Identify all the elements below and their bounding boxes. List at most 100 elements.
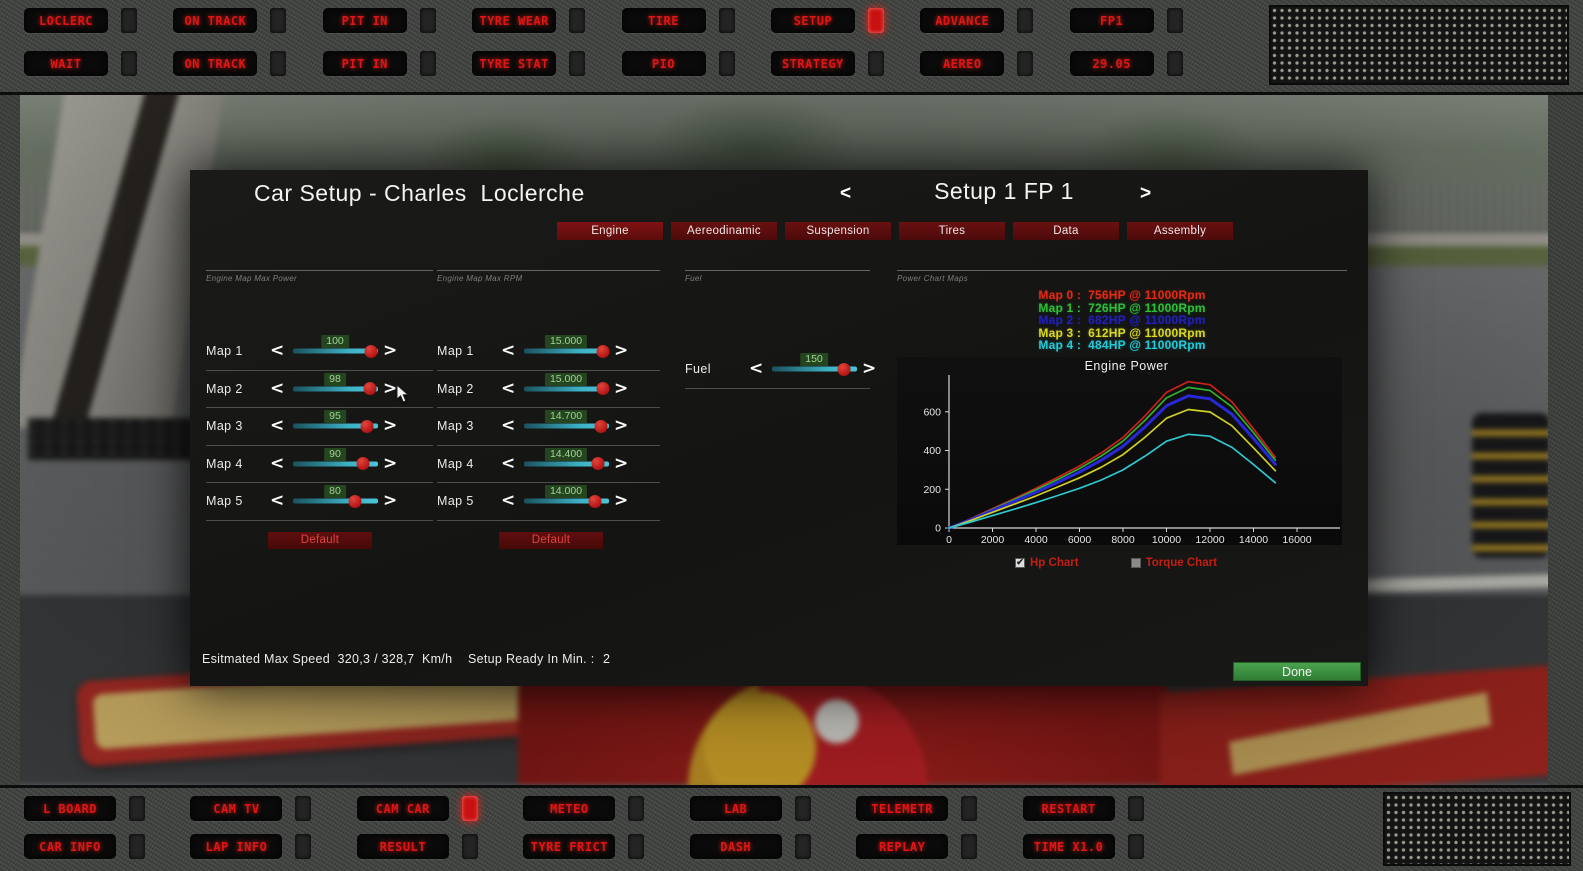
rpm-default-button[interactable]: Default	[499, 531, 603, 549]
slider-track[interactable]	[772, 362, 857, 376]
slider-increase-arrow[interactable]: >	[614, 415, 629, 436]
tab-data[interactable]: Data	[1013, 222, 1119, 240]
led-button-telemetr[interactable]: TELEMETR	[856, 796, 949, 821]
led-button-on-track[interactable]: ON TRACK	[173, 8, 258, 33]
tab-assembly[interactable]: Assembly	[1127, 222, 1233, 240]
slider-decrease-arrow[interactable]: <	[749, 358, 764, 379]
led-button-29-05[interactable]: 29.05	[1069, 51, 1154, 76]
slider-handle[interactable]	[596, 382, 610, 396]
slider-track[interactable]	[524, 494, 609, 508]
setup-next-arrow[interactable]: >	[1140, 183, 1152, 204]
led-button-tyre-wear[interactable]: TYRE WEAR	[472, 8, 557, 33]
led-button-pit-in[interactable]: PIT IN	[322, 51, 407, 76]
slider-increase-arrow[interactable]: >	[383, 453, 398, 474]
slider-handle[interactable]	[363, 382, 376, 396]
slider-handle[interactable]	[348, 494, 362, 508]
car-setup-dialog: Car Setup - Charles Loclerche < Setup 1 …	[190, 170, 1368, 686]
slider-handle[interactable]	[837, 362, 851, 376]
tab-aereodinamic[interactable]: Aereodinamic	[671, 222, 777, 240]
led-button-advance[interactable]: ADVANCE	[920, 8, 1005, 33]
power-sliders: Map 1 < >100 Map 2 < >98 Map 3 < >95 Map 4 < >90 Map…	[206, 333, 433, 521]
slider-increase-arrow[interactable]: >	[614, 378, 629, 399]
led-button-car-info[interactable]: CAR INFO	[24, 834, 116, 859]
slider-handle[interactable]	[364, 344, 378, 358]
bottom-led-row-1: L BOARD CAM TV CAM CAR METEO LAB TELEMETR REST…	[24, 796, 1189, 821]
slider-increase-arrow[interactable]: >	[383, 378, 398, 399]
slider-handle[interactable]	[596, 344, 610, 358]
slider-increase-arrow[interactable]: >	[383, 415, 398, 436]
tab-suspension[interactable]: Suspension	[785, 222, 891, 240]
led-button-result[interactable]: RESULT	[356, 834, 449, 859]
slider-track[interactable]	[524, 344, 610, 358]
led-button-on-track[interactable]: ON TRACK	[173, 51, 258, 76]
led-button-loclerc[interactable]: LOCLERC	[24, 8, 108, 33]
led-indicator	[461, 834, 478, 859]
led-button-tyre-frict[interactable]: TYRE FRICT	[523, 834, 616, 859]
checkbox-unchecked-icon[interactable]	[1130, 557, 1141, 568]
slider-decrease-arrow[interactable]: <	[501, 453, 516, 474]
slider-label: Map 1	[206, 344, 243, 359]
led-button-label: LAB	[724, 801, 748, 816]
slider-increase-arrow[interactable]: >	[383, 490, 398, 511]
slider-decrease-arrow[interactable]: <	[270, 453, 285, 474]
slider-handle[interactable]	[360, 419, 374, 433]
led-button-lap-info[interactable]: LAP INFO	[190, 834, 283, 859]
led-button-dash[interactable]: DASH	[689, 834, 782, 859]
led-button-cam-tv[interactable]: CAM TV	[190, 796, 283, 821]
led-indicator	[1166, 8, 1183, 33]
led-button-setup[interactable]: SETUP	[770, 8, 855, 33]
slider-increase-arrow[interactable]: >	[614, 453, 629, 474]
led-button-strategy[interactable]: STRATEGY	[770, 51, 855, 76]
led-button-time-x1-0[interactable]: TIME X1.0	[1022, 834, 1115, 859]
slider-increase-arrow[interactable]: >	[862, 358, 877, 379]
led-button-fp1[interactable]: FP1	[1069, 8, 1154, 33]
tab-engine[interactable]: Engine	[557, 222, 663, 240]
slider-handle[interactable]	[588, 494, 602, 508]
slider-increase-arrow[interactable]: >	[614, 340, 629, 361]
led-button-pit-in[interactable]: PIT IN	[322, 8, 407, 33]
slider-decrease-arrow[interactable]: <	[270, 340, 285, 361]
slider-decrease-arrow[interactable]: <	[270, 378, 285, 399]
slider-handle[interactable]	[591, 457, 605, 471]
slider-increase-arrow[interactable]: >	[614, 490, 629, 511]
slider-decrease-arrow[interactable]: <	[270, 415, 285, 436]
led-button-meteo[interactable]: METEO	[523, 796, 616, 821]
done-button[interactable]: Done	[1233, 662, 1361, 681]
slider-track[interactable]	[524, 457, 609, 471]
led-button-tyre-stat[interactable]: TYRE STAT	[472, 51, 557, 76]
slider-handle[interactable]	[356, 457, 370, 471]
slider-decrease-arrow[interactable]: <	[270, 490, 285, 511]
led-button-cam-car[interactable]: CAM CAR	[356, 796, 449, 821]
slider-label: Map 3	[437, 419, 474, 434]
slider-track[interactable]	[524, 419, 609, 433]
slider-decrease-arrow[interactable]: <	[501, 415, 516, 436]
slider-row-map-2: Map 2 < >98	[206, 371, 433, 408]
slider-decrease-arrow[interactable]: <	[501, 340, 516, 361]
led-button-restart[interactable]: RESTART	[1022, 796, 1115, 821]
checkbox-checked-icon[interactable]: ✔	[1015, 557, 1025, 568]
checkbox-label: Hp Chart	[1030, 556, 1079, 569]
checkbox-hp-chart[interactable]: ✔ Hp Chart	[1015, 557, 1079, 569]
led-button-l-board[interactable]: L BOARD	[24, 796, 116, 821]
slider-handle[interactable]	[594, 419, 607, 433]
checkbox-torque-chart[interactable]: Torque Chart	[1130, 557, 1217, 569]
setup-ready-label: Setup Ready In Min. :	[468, 652, 595, 666]
slider-track[interactable]	[293, 457, 378, 471]
setup-prev-arrow[interactable]: <	[840, 183, 852, 204]
led-button-aereo[interactable]: AEREO	[920, 51, 1005, 76]
power-default-button[interactable]: Default	[268, 531, 372, 549]
slider-track[interactable]	[293, 382, 378, 396]
tab-tires[interactable]: Tires	[899, 222, 1005, 240]
led-button-wait[interactable]: WAIT	[24, 51, 108, 76]
led-button-tire[interactable]: TIRE	[621, 8, 706, 33]
slider-track[interactable]	[293, 419, 378, 433]
slider-decrease-arrow[interactable]: <	[501, 378, 516, 399]
slider-track[interactable]	[293, 344, 378, 358]
slider-track[interactable]	[293, 494, 378, 508]
slider-track[interactable]	[524, 382, 610, 396]
led-button-lab[interactable]: LAB	[689, 796, 782, 821]
slider-decrease-arrow[interactable]: <	[501, 490, 516, 511]
slider-increase-arrow[interactable]: >	[383, 340, 398, 361]
led-button-pio[interactable]: PIO	[621, 51, 706, 76]
led-button-replay[interactable]: REPLAY	[856, 834, 949, 859]
